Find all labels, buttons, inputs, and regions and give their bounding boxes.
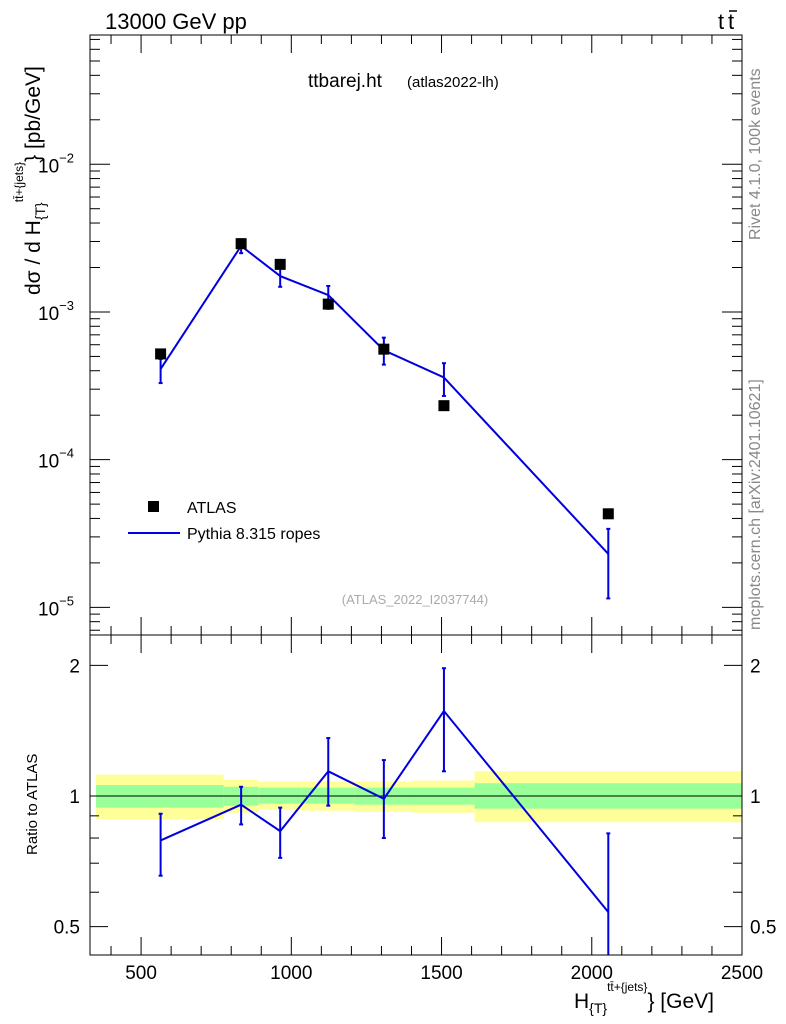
svg-text:dσ / d H{T}tt̄+{jets}} [pb/GeV: dσ / d H{T}tt̄+{jets}} [pb/GeV]	[12, 66, 48, 295]
main-y-tick-label: 10−2	[38, 150, 74, 177]
x-tick-label: 2500	[721, 963, 763, 984]
legend: ATLAS Pythia 8.315 ropes	[128, 500, 320, 543]
main-plot-frame	[89, 34, 743, 636]
x-tick-label: 500	[125, 963, 157, 984]
legend-mc-label: Pythia 8.315 ropes	[187, 526, 320, 543]
svg-text:t: t	[718, 9, 724, 34]
data-point	[235, 238, 247, 250]
main-y-tick-label: 10−3	[38, 298, 74, 325]
main-y-axis-label: dσ / d H{T}tt̄+{jets}} [pb/GeV]	[12, 66, 48, 295]
x-tick-label: 1000	[270, 963, 312, 984]
ratio-plot-frame	[89, 634, 743, 956]
data-point	[274, 258, 286, 270]
header-process-label: t t	[718, 9, 737, 34]
ratio-axis-ticks	[90, 635, 743, 955]
data-point	[155, 348, 167, 360]
main-y-tick-labels: 10−5 10−4 10−3 10−2	[38, 150, 74, 620]
data-point	[322, 298, 334, 310]
legend-data-marker	[148, 501, 159, 512]
ratio-y-tick-label: 2	[69, 656, 80, 677]
ratio-tick-labels: 0.5 0.51 12 2500 1000 1500 2000 2500	[54, 656, 777, 984]
analysis-id: (ATLAS_2022_I2037744)	[342, 592, 488, 607]
ratio-series-layer	[158, 667, 611, 955]
main-plot: 10−5 10−4 10−3 10−2 ttbarej.ht (atlas2022-l…	[12, 34, 743, 636]
x-axis-label: H{T}tt̄+{jets}} [GeV]	[574, 980, 714, 1016]
x-tick-label: 1500	[420, 963, 462, 984]
plot-subtitle: (atlas2022-lh)	[407, 74, 499, 91]
ratio-y-tick-label-right: 1	[750, 787, 761, 808]
data-point	[602, 508, 614, 520]
legend-data-label: ATLAS	[187, 500, 237, 517]
x-tick-label: 2000	[571, 963, 613, 984]
main-y-tick-label: 10−4	[38, 446, 74, 473]
ratio-y-tick-label-right: 2	[750, 656, 761, 677]
data-point	[438, 400, 450, 412]
svg-text:H{T}tt̄+{jets}} [GeV]: H{T}tt̄+{jets}} [GeV]	[574, 980, 714, 1016]
ratio-uncertainty-bands	[96, 771, 742, 823]
plot-title: ttbarej.ht	[308, 71, 383, 92]
ratio-y-tick-label: 0.5	[54, 918, 80, 939]
data-point	[378, 343, 390, 355]
ratio-plot: 0.5 0.51 12 2500 1000 1500 2000 2500 Ratio to A…	[24, 634, 777, 984]
main-axis-ticks	[90, 35, 743, 635]
ratio-y-axis-label: Ratio to ATLAS	[24, 754, 41, 855]
svg-text:t: t	[728, 9, 734, 34]
ratio-y-tick-label: 1	[69, 787, 80, 808]
header-beam-label: 13000 GeV pp	[105, 9, 247, 34]
data-points-layer	[155, 238, 614, 520]
ratio-y-tick-label-right: 0.5	[750, 918, 776, 939]
mcplots-reference-label: mcplots.cern.ch [arXiv:2401.10621]	[747, 379, 764, 630]
main-y-tick-label: 10−5	[38, 593, 74, 620]
rivet-version-label: Rivet 4.1.0, 100k events	[747, 68, 764, 240]
